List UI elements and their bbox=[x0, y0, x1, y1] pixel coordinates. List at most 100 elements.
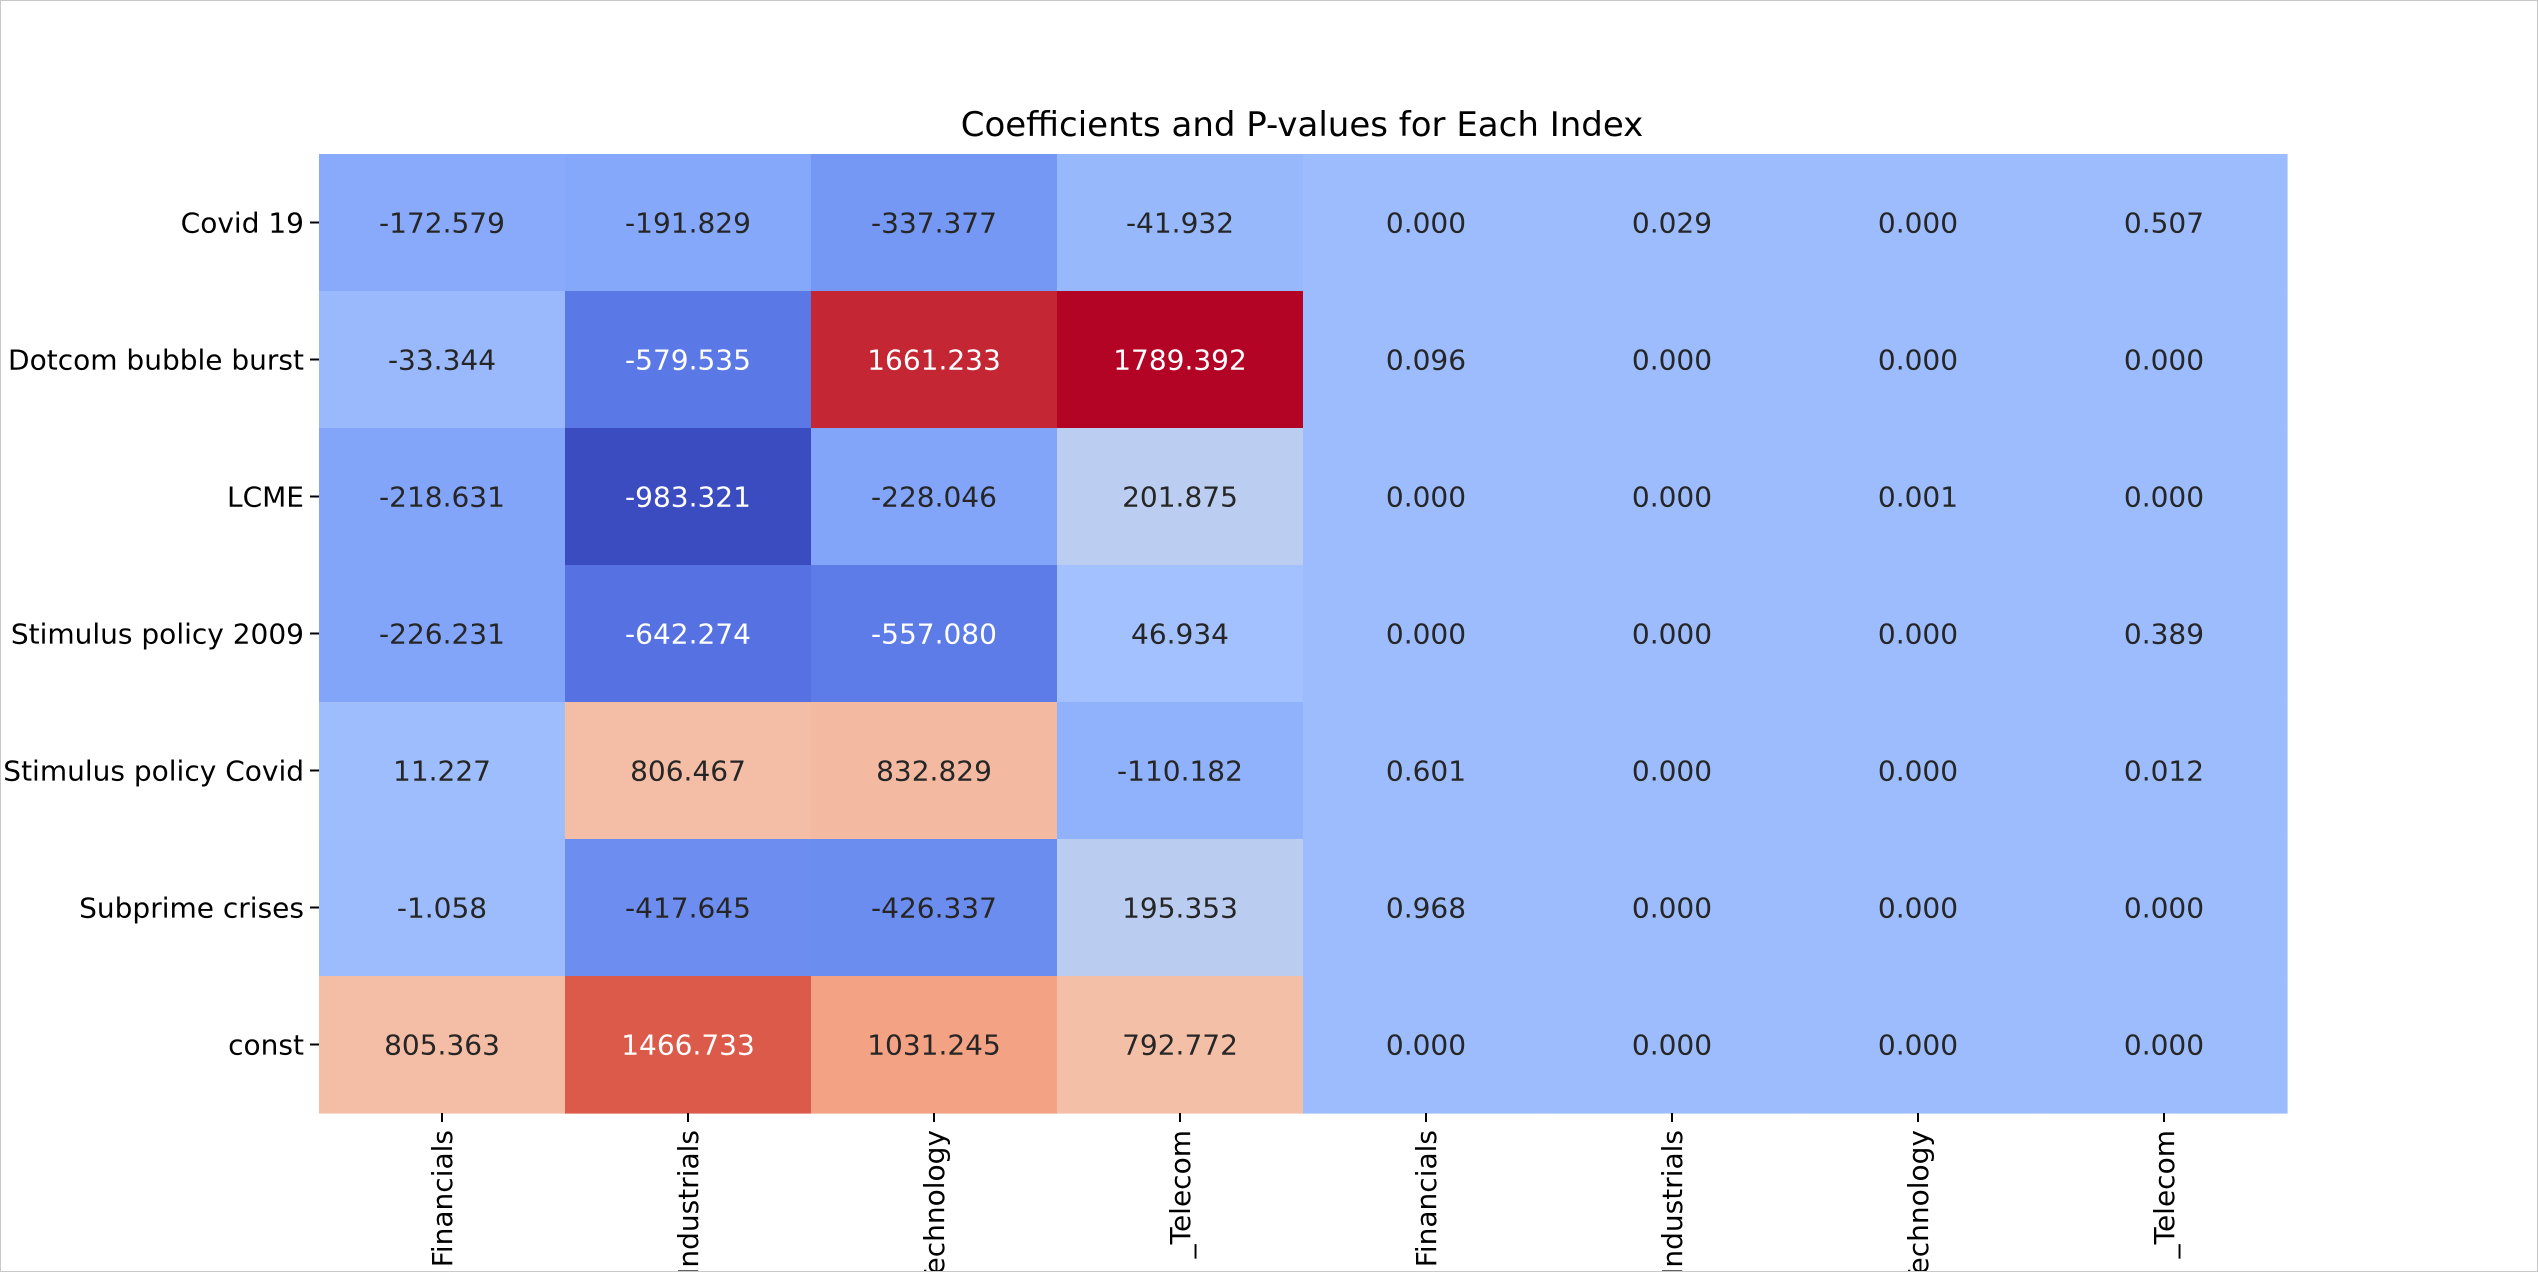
heatmap-cell bbox=[1795, 839, 2042, 977]
cell-value-label: 806.467 bbox=[630, 755, 746, 788]
cell-value-label: -642.274 bbox=[625, 618, 751, 651]
heatmap-cell bbox=[2041, 565, 2288, 703]
cell-value-label: 11.227 bbox=[393, 755, 491, 788]
heatmap-cell bbox=[2041, 702, 2288, 840]
cell-value-label: -41.932 bbox=[1126, 207, 1234, 240]
cell-value-label: 0.000 bbox=[1632, 344, 1712, 377]
cell-value-label: 0.000 bbox=[2124, 481, 2204, 514]
y-tick-label: Covid 19 bbox=[181, 207, 304, 240]
heatmap-cell bbox=[1549, 428, 1796, 566]
cell-value-label: 46.934 bbox=[1131, 618, 1229, 651]
heatmap-cell bbox=[319, 565, 566, 703]
cell-value-label: 0.507 bbox=[2124, 207, 2204, 240]
heatmap-cell bbox=[1057, 976, 1304, 1114]
heatmap-cell bbox=[319, 154, 566, 292]
heatmap-cell bbox=[1057, 291, 1304, 429]
heatmap-cell bbox=[565, 976, 812, 1114]
x-tick-label: _Telecom bbox=[1164, 1130, 1197, 1259]
y-tick-label: LCME bbox=[227, 481, 304, 514]
cell-value-label: 1789.392 bbox=[1113, 344, 1247, 377]
cell-value-label: 0.000 bbox=[2124, 892, 2204, 925]
heatmap-cell bbox=[1795, 976, 2042, 1114]
cell-value-label: -417.645 bbox=[625, 892, 751, 925]
cell-value-label: 0.000 bbox=[1632, 892, 1712, 925]
cell-value-label: 0.968 bbox=[1386, 892, 1466, 925]
heatmap-cell bbox=[1549, 702, 1796, 840]
heatmap-cell bbox=[319, 702, 566, 840]
heatmap-cell bbox=[319, 976, 566, 1114]
cell-value-label: 0.000 bbox=[2124, 1029, 2204, 1062]
heatmap-cell bbox=[565, 154, 812, 292]
cell-value-label: -1.058 bbox=[397, 892, 487, 925]
cell-value-label: 0.000 bbox=[1632, 755, 1712, 788]
cell-value-label: 0.601 bbox=[1386, 755, 1466, 788]
cell-value-label: -218.631 bbox=[379, 481, 505, 514]
cell-value-label: 0.001 bbox=[1878, 481, 1958, 514]
heatmap-cell bbox=[1549, 839, 1796, 977]
cell-value-label: -557.080 bbox=[871, 618, 997, 651]
cell-value-label: -33.344 bbox=[388, 344, 496, 377]
cell-value-label: 0.000 bbox=[1632, 481, 1712, 514]
cell-value-label: 201.875 bbox=[1122, 481, 1238, 514]
cell-value-label: 0.096 bbox=[1386, 344, 1466, 377]
heatmap-cell bbox=[1057, 428, 1304, 566]
cell-value-label: 1661.233 bbox=[867, 344, 1001, 377]
heatmap-cell bbox=[811, 839, 1058, 977]
cell-value-label: 0.000 bbox=[1386, 1029, 1466, 1062]
heatmap-cell bbox=[2041, 291, 2288, 429]
y-tick-label: Subprime crises bbox=[79, 892, 304, 925]
cell-value-label: 1031.245 bbox=[867, 1029, 1001, 1062]
cell-value-label: -172.579 bbox=[379, 207, 505, 240]
cell-value-label: -579.535 bbox=[625, 344, 751, 377]
heatmap-cell bbox=[1795, 291, 2042, 429]
cell-value-label: -226.231 bbox=[379, 618, 505, 651]
heatmap-cell bbox=[1303, 976, 1550, 1114]
cell-value-label: 0.389 bbox=[2124, 618, 2204, 651]
heatmap-cell bbox=[319, 291, 566, 429]
heatmap-cell bbox=[1303, 839, 1550, 977]
cell-value-label: -110.182 bbox=[1117, 755, 1243, 788]
heatmap-cell bbox=[2041, 154, 2288, 292]
heatmap-cell bbox=[1795, 428, 2042, 566]
x-tick-label: Financials bbox=[426, 1130, 459, 1267]
cell-value-label: 0.000 bbox=[1878, 344, 1958, 377]
heatmap-cell bbox=[565, 291, 812, 429]
heatmap-cell bbox=[2041, 428, 2288, 566]
cell-value-label: 0.000 bbox=[1878, 755, 1958, 788]
y-tick-label: Dotcom bubble burst bbox=[8, 344, 304, 377]
cell-value-label: 0.000 bbox=[1632, 618, 1712, 651]
cell-value-label: 0.029 bbox=[1632, 207, 1712, 240]
heatmap-cell bbox=[1303, 565, 1550, 703]
heatmap-cell bbox=[1795, 702, 2042, 840]
cell-value-label: -426.337 bbox=[871, 892, 997, 925]
heatmap-cell bbox=[319, 428, 566, 566]
cell-value-label: 0.000 bbox=[1878, 892, 1958, 925]
cell-value-label: 0.000 bbox=[1632, 1029, 1712, 1062]
heatmap-cell bbox=[1549, 565, 1796, 703]
x-tick-label: Technology bbox=[1902, 1130, 1935, 1271]
heatmap-cell bbox=[811, 976, 1058, 1114]
cell-value-label: -228.046 bbox=[871, 481, 997, 514]
heatmap-cell bbox=[1549, 291, 1796, 429]
cell-value-label: 0.000 bbox=[1878, 1029, 1958, 1062]
cell-value-label: -983.321 bbox=[625, 481, 751, 514]
cell-value-label: 0.000 bbox=[1878, 618, 1958, 651]
chart-title: Coefficients and P-values for Each Index bbox=[961, 105, 1644, 145]
cell-value-label: 1466.733 bbox=[621, 1029, 755, 1062]
cell-value-label: 0.000 bbox=[1386, 481, 1466, 514]
cell-value-label: 0.000 bbox=[1878, 207, 1958, 240]
heatmap-cell bbox=[565, 839, 812, 977]
heatmap-cell bbox=[2041, 839, 2288, 977]
x-tick-label: Industrials bbox=[672, 1130, 705, 1271]
heatmap-cell bbox=[1303, 291, 1550, 429]
heatmap-cell bbox=[811, 291, 1058, 429]
heatmap-cell bbox=[1303, 428, 1550, 566]
heatmap-cell bbox=[1795, 154, 2042, 292]
cell-value-label: 792.772 bbox=[1122, 1029, 1238, 1062]
heatmap-cell bbox=[811, 154, 1058, 292]
y-tick-label: Stimulus policy 2009 bbox=[11, 618, 304, 651]
cell-value-label: 0.000 bbox=[1386, 618, 1466, 651]
y-tick-label: const bbox=[228, 1029, 304, 1062]
